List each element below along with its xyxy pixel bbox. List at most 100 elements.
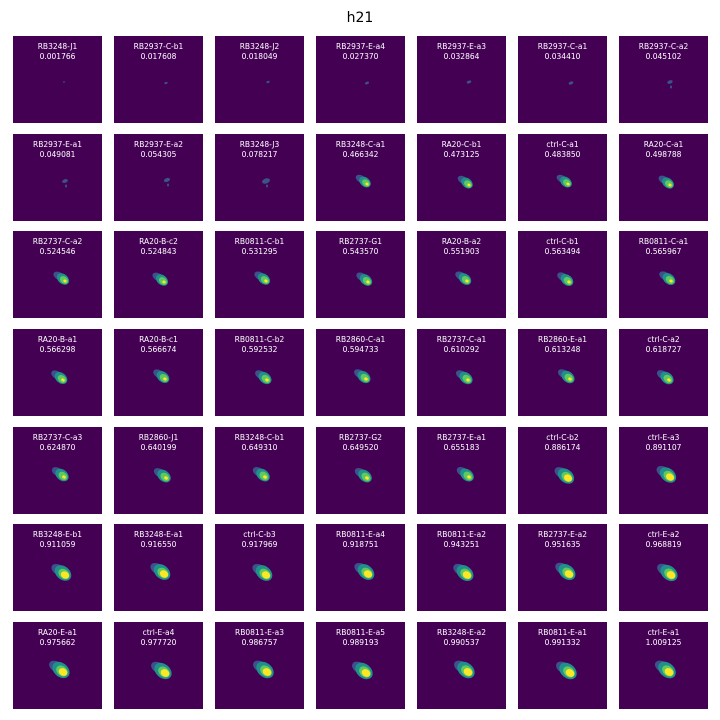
- heatmap-panel: RB3248-E-a2 0.990537: [417, 622, 506, 709]
- sample-name: RB0811-C-b1: [234, 237, 285, 246]
- heatmap-image: [364, 81, 370, 85]
- heatmap-image: [654, 660, 676, 679]
- sample-value: 0.655183: [443, 443, 480, 452]
- heatmap-image: [356, 272, 373, 286]
- blob-peak: [365, 182, 369, 186]
- faint-blob: [163, 177, 171, 183]
- sample-value: 0.531295: [241, 247, 278, 256]
- sample-name: RB2937-C-b1: [133, 42, 184, 51]
- sample-value: 0.473125: [443, 150, 480, 159]
- panel-label: RB2937-C-b1 0.017608: [114, 42, 203, 62]
- sample-value: 0.618727: [645, 345, 682, 354]
- sample-value: 0.613248: [544, 345, 581, 354]
- blob-peak: [264, 279, 268, 283]
- figure-title: h21: [346, 10, 374, 26]
- sample-value: 0.566674: [140, 345, 177, 354]
- panel-label: RB2860-J1 0.640199: [114, 433, 203, 453]
- blob-peak: [262, 668, 272, 676]
- panel-label: RB2860-C-a1 0.594733: [316, 335, 405, 355]
- heatmap-panel: ctrl-C-b2 0.886174: [518, 427, 607, 514]
- heatmap-image: [554, 467, 575, 484]
- faint-blob: [466, 80, 472, 84]
- sample-value: 0.543570: [342, 247, 379, 256]
- sample-value: 0.977720: [140, 638, 177, 647]
- heatmap-panel: RB2937-C-b1 0.017608: [114, 36, 203, 123]
- sample-value: 0.466342: [342, 150, 379, 159]
- heatmap-image: [51, 563, 72, 581]
- sample-value: 0.524546: [39, 247, 76, 256]
- sample-name: RA20-E-a1: [37, 628, 78, 637]
- panel-label: RA20-B-c1 0.566674: [114, 335, 203, 355]
- blob-peak: [563, 474, 573, 482]
- blob-peak: [668, 183, 672, 187]
- heatmap-image: [352, 661, 373, 680]
- sample-name: RB0811-E-a1: [538, 628, 587, 637]
- heatmap-panel: ctrl-E-a1 1.009125: [619, 622, 708, 709]
- panel-label: ctrl-E-a2 0.968819: [619, 530, 708, 550]
- panel-label: RB3248-J1 0.001766: [13, 42, 102, 62]
- sample-value: 0.943251: [443, 540, 480, 549]
- blob-peak: [364, 377, 368, 381]
- panel-label: ctrl-E-a4 0.977720: [114, 628, 203, 648]
- sample-name: RB3248-E-a1: [134, 530, 183, 539]
- heatmap-panel: RB2737-G2 0.649520: [316, 427, 405, 514]
- heatmap-image: [354, 369, 371, 384]
- sample-name: ctrl-C-b3: [243, 530, 276, 539]
- heatmap-panel: RB0811-E-a3 0.986757: [215, 622, 304, 709]
- panel-label: RB2937-C-a1 0.034410: [518, 42, 607, 62]
- blob-peak: [466, 378, 470, 382]
- sample-value: 0.990537: [443, 638, 480, 647]
- sample-name: RA20-B-a2: [441, 237, 482, 246]
- heatmap-panel: RB2860-E-a1 0.613248: [518, 329, 607, 416]
- heatmap-panel: RB2737-C-a1 0.610292: [417, 329, 506, 416]
- panel-label: RA20-C-b1 0.473125: [417, 140, 506, 160]
- blob-peak: [467, 183, 471, 187]
- heatmap-image: [454, 660, 475, 679]
- sample-value: 0.049081: [39, 150, 76, 159]
- heatmap-panel: RB0811-E-a4 0.918751: [316, 524, 405, 611]
- sample-value: 0.592532: [241, 345, 278, 354]
- panel-label: RB2737-G2 0.649520: [316, 433, 405, 453]
- blob-peak: [669, 279, 673, 283]
- sample-value: 0.649310: [241, 443, 278, 452]
- sample-name: RB2937-E-a4: [336, 42, 385, 51]
- sample-name: RB3248-E-b1: [32, 530, 83, 539]
- heatmap-image: [164, 81, 168, 85]
- blob-peak: [366, 280, 370, 284]
- blob-peak: [462, 571, 472, 579]
- sample-name: ctrl-C-a1: [546, 140, 579, 149]
- heatmap-panel: RB3248-E-a1 0.916550: [114, 524, 203, 611]
- sample-name: RA20-B-c1: [139, 335, 178, 344]
- panel-label: RB3248-C-a1 0.466342: [316, 140, 405, 160]
- faint-blob: [266, 80, 270, 84]
- panel-label: ctrl-C-b2 0.886174: [518, 433, 607, 453]
- panel-label: RB2860-E-a1 0.613248: [518, 335, 607, 355]
- faint-blob-tail: [266, 184, 268, 188]
- heatmap-panel: RB2737-C-a2 0.524546: [13, 231, 102, 318]
- sample-name: RA20-B-c2: [139, 237, 178, 246]
- heatmap-image: [456, 370, 473, 385]
- panel-label: RB0811-C-b2 0.592532: [215, 335, 304, 355]
- heatmap-image: [557, 272, 574, 286]
- sample-value: 0.001766: [39, 52, 76, 61]
- blob-peak: [467, 475, 471, 479]
- heatmap-panel: RB2737-E-a2 0.951635: [518, 524, 607, 611]
- panel-label: RB0811-E-a5 0.989193: [316, 628, 405, 648]
- sample-name: RA20-B-a1: [37, 335, 78, 344]
- sample-name: ctrl-E-a4: [142, 628, 175, 637]
- blob-peak: [566, 182, 570, 186]
- sample-name: RB2937-E-a2: [134, 140, 183, 149]
- sample-name: RB0811-E-a5: [336, 628, 385, 637]
- heatmap-image: [252, 467, 270, 482]
- heatmap-image: [53, 271, 70, 285]
- sample-name: RB0811-E-a4: [336, 530, 385, 539]
- blob-peak: [163, 377, 167, 381]
- panel-label: ctrl-E-a3 0.891107: [619, 433, 708, 453]
- sample-value: 0.594733: [342, 345, 379, 354]
- heatmap-image: [568, 81, 574, 85]
- heatmap-panel: RB0811-C-b1 0.531295: [215, 231, 304, 318]
- heatmap-panel: RB2937-E-a3 0.032864: [417, 36, 506, 123]
- sample-value: 0.018049: [241, 52, 278, 61]
- sample-name: RB3248-C-b1: [234, 433, 285, 442]
- sample-name: RB2737-G2: [338, 433, 382, 442]
